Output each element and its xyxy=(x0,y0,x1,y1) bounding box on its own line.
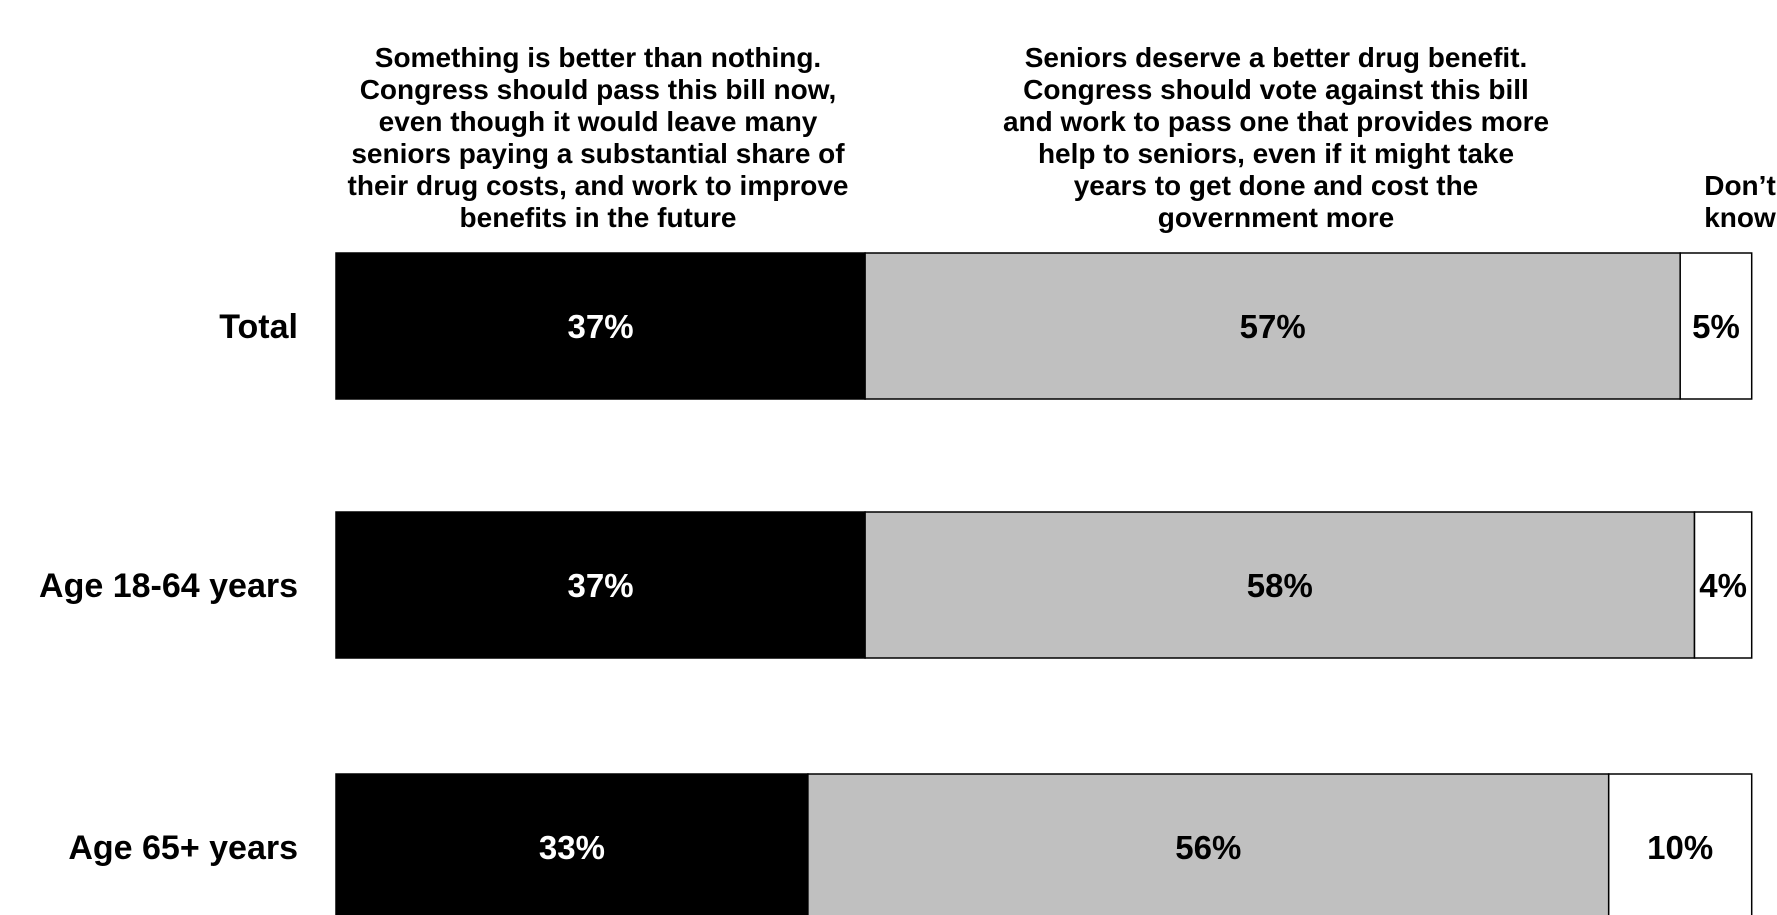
data-label: 37% xyxy=(568,567,634,604)
series-header-line: Congress should pass this bill now, xyxy=(360,74,837,105)
bar-segment xyxy=(864,252,1681,400)
bar-segment xyxy=(335,773,809,915)
bar-rows: Total 37% 57% 5%Age 18-64 years 37% 58% 4%Age … xyxy=(39,252,1753,915)
category-label: Total xyxy=(219,308,298,346)
series-header-line: government more xyxy=(1158,202,1395,233)
data-label: 58% xyxy=(1247,567,1313,604)
series-header-line: years to get done and cost the xyxy=(1074,170,1479,201)
series-header-1: Something is better than nothing.Congres… xyxy=(348,42,849,233)
bar-segment xyxy=(864,511,1696,659)
bar-row-total: Total 37% 57% 5% xyxy=(219,252,1753,400)
series-headers: Something is better than nothing.Congres… xyxy=(348,42,1776,233)
bar-segment xyxy=(1607,773,1753,915)
bar-segment xyxy=(335,252,866,400)
data-label: 37% xyxy=(568,308,634,345)
data-label: 57% xyxy=(1240,308,1306,345)
series-header-line: know xyxy=(1704,202,1776,233)
data-label: 4% xyxy=(1699,567,1747,604)
series-header-line: seniors paying a substantial share of xyxy=(351,138,845,169)
bar-segment xyxy=(1679,252,1753,400)
bar-row-age-65-years: Age 65+ years 33% 56% 10% xyxy=(68,773,1753,915)
bar-segment xyxy=(1693,511,1753,659)
series-header-line: help to seniors, even if it might take xyxy=(1038,138,1514,169)
category-label: Age 65+ years xyxy=(68,829,298,867)
data-label: 5% xyxy=(1692,308,1740,345)
series-header-line: benefits in the future xyxy=(460,202,737,233)
bar-row-age-18-64-years: Age 18-64 years 37% 58% 4% xyxy=(39,511,1753,659)
series-header-line: Congress should vote against this bill xyxy=(1023,74,1529,105)
series-header-line: Seniors deserve a better drug benefit. xyxy=(1025,42,1528,73)
data-label: 33% xyxy=(539,829,605,866)
series-header-line: Something is better than nothing. xyxy=(375,42,821,73)
series-header-line: Don’t xyxy=(1704,170,1776,201)
series-header-2: Seniors deserve a better drug benefit.Co… xyxy=(1003,42,1549,233)
category-label: Age 18-64 years xyxy=(39,567,298,605)
data-label: 10% xyxy=(1647,829,1713,866)
series-header-line: their drug costs, and work to improve xyxy=(348,170,849,201)
bar-segment xyxy=(335,511,866,659)
bar-segment xyxy=(807,773,1610,915)
series-header-line: even though it would leave many xyxy=(379,106,818,137)
data-label: 56% xyxy=(1175,829,1241,866)
series-header-line: and work to pass one that provides more xyxy=(1003,106,1549,137)
